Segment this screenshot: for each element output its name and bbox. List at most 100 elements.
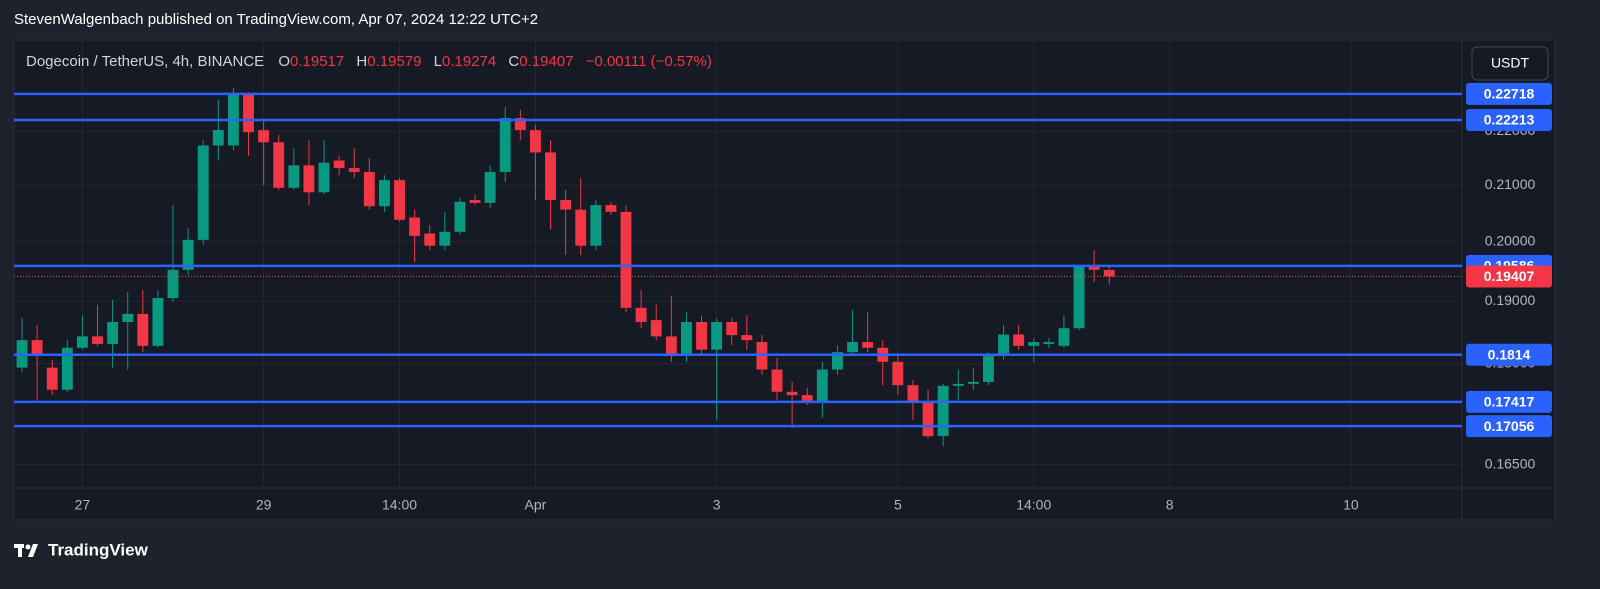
level-label: 0.22718 <box>1484 86 1535 102</box>
level-tag <box>1466 82 1552 105</box>
candle-body <box>92 336 103 344</box>
candle-body <box>484 171 496 203</box>
ohlc-key: O <box>278 53 290 70</box>
candle-body <box>575 209 587 246</box>
currency-label[interactable]: USDT <box>1491 55 1530 71</box>
candle-body <box>1043 342 1055 344</box>
logo-text: TradingView <box>48 540 149 559</box>
candle-body <box>318 162 330 193</box>
candle-body <box>273 142 285 188</box>
candle-body <box>983 356 994 382</box>
candle-body <box>137 313 149 346</box>
ohlc-value: 0.19274 <box>442 53 496 70</box>
ohlc-key: L <box>434 53 442 70</box>
candle-body <box>197 145 209 240</box>
candle-body <box>952 383 964 386</box>
y-tick-label: 0.20000 <box>1485 232 1536 248</box>
level-tag <box>1466 343 1552 366</box>
level-tag <box>1466 108 1552 131</box>
candle-body <box>31 340 43 355</box>
ohlc-key: C <box>508 53 519 70</box>
candle-body <box>711 321 723 350</box>
candle-body <box>998 334 1009 357</box>
candle-body <box>378 180 390 207</box>
candle-body <box>907 385 919 403</box>
x-tick-label: 14:00 <box>382 497 417 513</box>
ohlc-key: H <box>356 53 367 70</box>
price-label: 0.19407 <box>1484 268 1535 284</box>
candle-body <box>922 402 934 437</box>
ohlc-value: 0.19579 <box>367 53 421 70</box>
y-tick-label: 0.21000 <box>1485 176 1536 192</box>
candle-body <box>288 165 300 188</box>
candle-body <box>529 130 541 153</box>
candle-body <box>243 94 254 133</box>
symbol-title: Dogecoin / TetherUS, 4h, BINANCE <box>26 53 264 70</box>
candle-body <box>212 130 224 146</box>
level-label: 0.1814 <box>1488 346 1531 362</box>
candle-body <box>122 313 134 322</box>
candle-body <box>545 152 556 201</box>
candle-body <box>680 321 692 357</box>
candle-body <box>182 239 194 270</box>
candle-body <box>816 369 828 403</box>
logo-icon <box>14 544 38 557</box>
candle-body <box>1013 334 1025 346</box>
candle-body <box>333 160 345 169</box>
candle-body <box>590 205 602 246</box>
candle-body <box>46 367 58 390</box>
ohlc-value: 0.19407 <box>519 53 573 70</box>
candle-body <box>258 130 270 143</box>
ohlc-value: 0.19517 <box>290 53 344 70</box>
candle-body <box>847 342 858 353</box>
candle-body <box>560 200 572 210</box>
candle-body <box>650 320 662 337</box>
y-tick-label: 0.16500 <box>1485 455 1536 471</box>
candle-body <box>937 385 949 437</box>
candle-body <box>76 336 88 348</box>
x-tick-label: 8 <box>1166 497 1174 513</box>
candle-body <box>469 200 481 203</box>
x-tick-label: 14:00 <box>1016 497 1051 513</box>
candle-body <box>348 168 360 172</box>
candle-body <box>741 335 753 341</box>
candle-body <box>107 321 119 344</box>
x-tick-label: 5 <box>894 497 902 513</box>
x-tick-label: 3 <box>713 497 721 513</box>
candle-body <box>726 321 738 336</box>
x-tick-label: 29 <box>256 497 272 513</box>
candle-body <box>514 118 526 131</box>
x-tick-label: 27 <box>75 497 91 513</box>
candle-body <box>409 217 421 236</box>
candle-body <box>620 211 632 308</box>
candle-body <box>1058 328 1070 346</box>
y-tick-label: 0.19000 <box>1485 292 1536 308</box>
candle-body <box>1088 266 1100 270</box>
candle-body <box>696 321 707 350</box>
level-label: 0.17056 <box>1484 418 1535 434</box>
legend-header: Dogecoin / TetherUS, 4h, BINANCE O0.1951… <box>26 53 712 70</box>
candle-body <box>499 118 511 172</box>
candle-body <box>786 391 798 396</box>
candle-body <box>303 165 315 193</box>
candle-body <box>967 381 979 384</box>
candle-body <box>1028 342 1040 346</box>
currency-button[interactable] <box>1471 46 1549 81</box>
x-tick-label: 10 <box>1343 497 1359 513</box>
candle-body <box>61 347 73 390</box>
candle-body <box>892 361 904 386</box>
candle-body <box>439 231 451 246</box>
candle-body <box>771 369 783 392</box>
candle-body <box>635 307 647 322</box>
candle-body <box>167 269 179 299</box>
candle-body <box>862 342 874 348</box>
candle-body <box>363 171 375 207</box>
level-label: 0.22213 <box>1484 112 1535 128</box>
candle-body <box>801 395 813 403</box>
candle-body <box>152 298 164 346</box>
candle-body <box>1103 269 1115 277</box>
publisher: StevenWalgenbach published on TradingVie… <box>14 11 538 28</box>
candle-body <box>832 352 843 370</box>
